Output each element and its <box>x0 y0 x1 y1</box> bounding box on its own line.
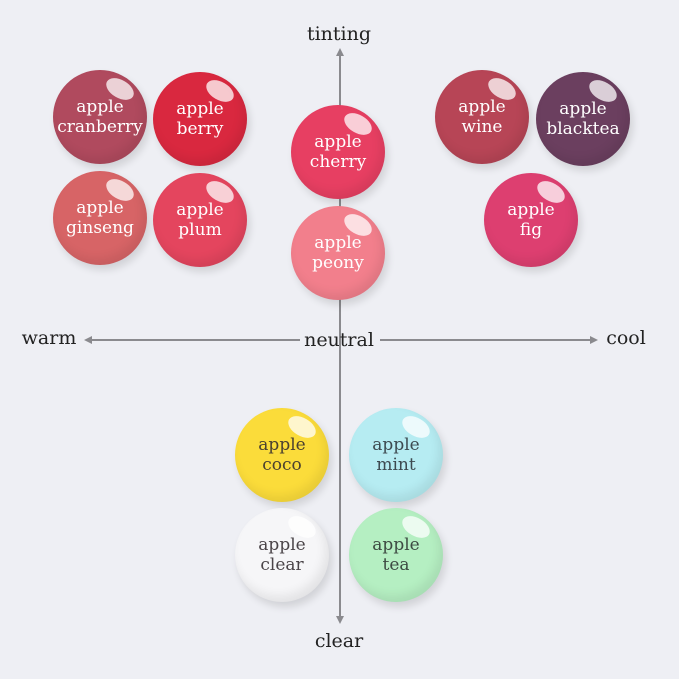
shade-swatch-tea: apple tea <box>349 508 443 602</box>
shade-line1: apple <box>372 435 420 455</box>
shade-line2: berry <box>176 119 224 139</box>
shade-line1: apple <box>176 200 224 220</box>
axis-label-left: warm <box>21 327 77 349</box>
shade-line2: plum <box>178 220 222 240</box>
shade-line2: cranberry <box>57 117 143 137</box>
axis-label-bottom: clear <box>314 630 364 652</box>
shade-line2: clear <box>260 555 304 575</box>
shade-swatch-coco: apple coco <box>235 408 329 502</box>
horizontal-axis-right <box>380 339 592 341</box>
arrow-right-icon <box>590 336 598 344</box>
arrow-down-icon <box>336 616 344 624</box>
shade-line2: blacktea <box>546 119 620 139</box>
shade-line2: ginseng <box>66 218 134 238</box>
axis-label-center: neutral <box>304 329 374 351</box>
shade-line1: apple <box>258 535 306 555</box>
shade-swatch-wine: apple wine <box>435 70 529 164</box>
axis-label-top: tinting <box>306 23 372 45</box>
shade-swatch-fig: apple fig <box>484 173 578 267</box>
shade-swatch-cranberry: apple cranberry <box>53 70 147 164</box>
axis-label-right: cool <box>606 327 646 349</box>
shade-line2: coco <box>262 455 302 475</box>
arrow-left-icon <box>84 336 92 344</box>
horizontal-axis-left <box>88 339 300 341</box>
shade-swatch-plum: apple plum <box>153 173 247 267</box>
shade-line2: cherry <box>309 152 367 172</box>
shade-line2: wine <box>461 117 503 137</box>
shade-swatch-blacktea: apple blacktea <box>536 72 630 166</box>
shade-line1: apple <box>258 435 306 455</box>
shade-line2: fig <box>519 220 543 240</box>
shade-line2: peony <box>312 253 364 273</box>
shade-line1: apple <box>372 535 420 555</box>
vertical-axis <box>339 52 341 618</box>
shade-line1: apple <box>559 99 607 119</box>
shade-line1: apple <box>314 132 362 152</box>
shade-swatch-ginseng: apple ginseng <box>53 171 147 265</box>
shade-line1: apple <box>176 99 224 119</box>
arrow-up-icon <box>336 48 344 56</box>
shade-swatch-mint: apple mint <box>349 408 443 502</box>
shade-line1: apple <box>507 200 555 220</box>
shade-swatch-berry: apple berry <box>153 72 247 166</box>
shade-line1: apple <box>76 97 124 117</box>
shade-line2: tea <box>382 555 410 575</box>
shade-line2: mint <box>376 455 416 475</box>
shade-swatch-peony: apple peony <box>291 206 385 300</box>
shade-swatch-cherry: apple cherry <box>291 105 385 199</box>
shade-swatch-clear: apple clear <box>235 508 329 602</box>
shade-line1: apple <box>458 97 506 117</box>
shade-line1: apple <box>76 198 124 218</box>
shade-line1: apple <box>314 233 362 253</box>
